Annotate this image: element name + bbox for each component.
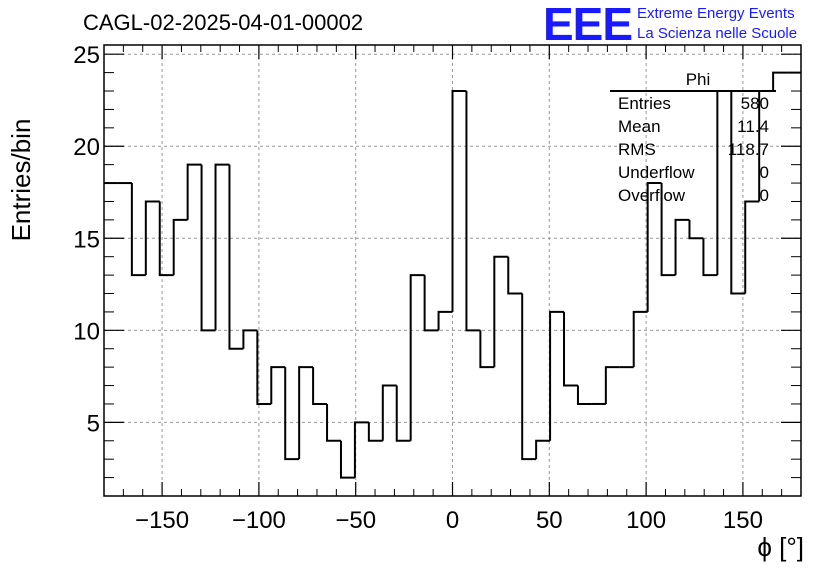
y-axis-label: Entries/bin [6,118,36,242]
histogram-bin [270,366,286,404]
stats-row-entries: Entries 580 [610,92,776,115]
histogram-bin [702,238,718,277]
histogram-bin [381,384,397,441]
histogram-bins [104,71,801,479]
logo-caption-line1: Extreme Energy Events [637,5,795,22]
histogram-bin [674,218,690,276]
logo-caption: Extreme Energy Events La Scienza nelle S… [637,4,797,44]
histogram-bin [632,310,648,368]
stats-label: Entries [618,94,671,113]
y-tick-label: 25 [73,42,100,69]
stats-value: 11.4 [737,117,769,136]
histogram-bin [339,440,355,479]
histogram-bin [130,183,146,277]
histogram-bin [437,310,453,331]
histogram-bin [395,385,411,442]
histogram-bin [172,218,188,276]
x-tick-label: 150 [723,507,763,534]
stats-value: 580 [740,94,769,113]
histogram-bin [298,366,314,460]
stats-row-overflow: Overflow 0 [610,184,776,207]
histogram-bin [367,422,383,442]
histogram-bin [549,310,565,441]
x-axis-label: ϕ [°] [757,532,804,562]
histogram-bin [423,275,439,332]
stats-box: Phi Entries 580 Mean 11.4 RMS 118.7 Unde… [610,70,776,207]
histogram-bin [479,330,495,369]
histogram-bin [409,274,425,441]
stats-row-rms: RMS 118.7 [610,138,776,161]
logo-caption-line2: La Scienza nelle Scuole [637,25,798,42]
stats-row-underflow: Underflow 0 [610,161,776,184]
axis-ticks [103,45,802,497]
histogram-bin [646,182,662,312]
histogram-bin [521,293,537,461]
histogram-bin [312,367,328,405]
histogram-bin [688,219,704,240]
x-tick-label: 100 [626,507,666,534]
histogram-bin [284,367,300,461]
histogram-bin [200,164,216,332]
histogram-bin [772,71,788,92]
histogram-bin [535,439,551,460]
histogram-bin [214,163,230,331]
stats-box-name: Phi [610,70,776,92]
histogram-bin [186,163,202,220]
histogram-bin [144,200,160,276]
histogram-bin [256,330,272,405]
stats-row-mean: Mean 11.4 [610,115,776,138]
histogram-bin [507,256,523,295]
histogram-bin [451,90,467,312]
stats-value: 0 [759,163,769,182]
y-tick-label: 20 [73,134,100,161]
y-axis-label-box: Entries/bin [6,110,36,242]
stats-label: Underflow [618,163,695,182]
y-tick-label: 15 [73,226,100,253]
stats-value: 0 [759,186,769,205]
histogram-bin [744,200,760,294]
eee-logo: EEE [543,0,633,50]
stats-label: RMS [618,140,656,159]
axis-tick-labels: −150 −100 −50 0 50 100 150 5 10 15 20 25 [73,42,763,534]
stats-label: Mean [618,117,661,136]
histogram-bin [353,421,369,478]
x-tick-label: −150 [135,507,189,534]
chart-title: CAGL-02-2025-04-01-00002 [83,10,364,35]
y-tick-label: 10 [73,318,100,345]
histogram-bin [660,183,676,277]
stats-value: 118.7 [727,140,769,159]
histogram-bin [730,91,746,295]
histogram-bin [228,164,244,350]
stats-label: Overflow [618,186,686,205]
histogram-bin [465,91,481,332]
x-tick-label: 0 [446,507,459,534]
x-tick-label: 50 [536,507,563,534]
histogram-bin [242,329,258,349]
x-tick-label: −100 [232,507,286,534]
histogram-bin [576,385,592,405]
histogram-bin [326,403,341,442]
y-tick-label: 5 [87,410,100,437]
histogram-bin [493,255,509,368]
x-tick-label: −50 [335,507,376,534]
histogram-bin [604,366,620,404]
histogram-bin [158,201,174,277]
histogram-bin [563,311,578,387]
